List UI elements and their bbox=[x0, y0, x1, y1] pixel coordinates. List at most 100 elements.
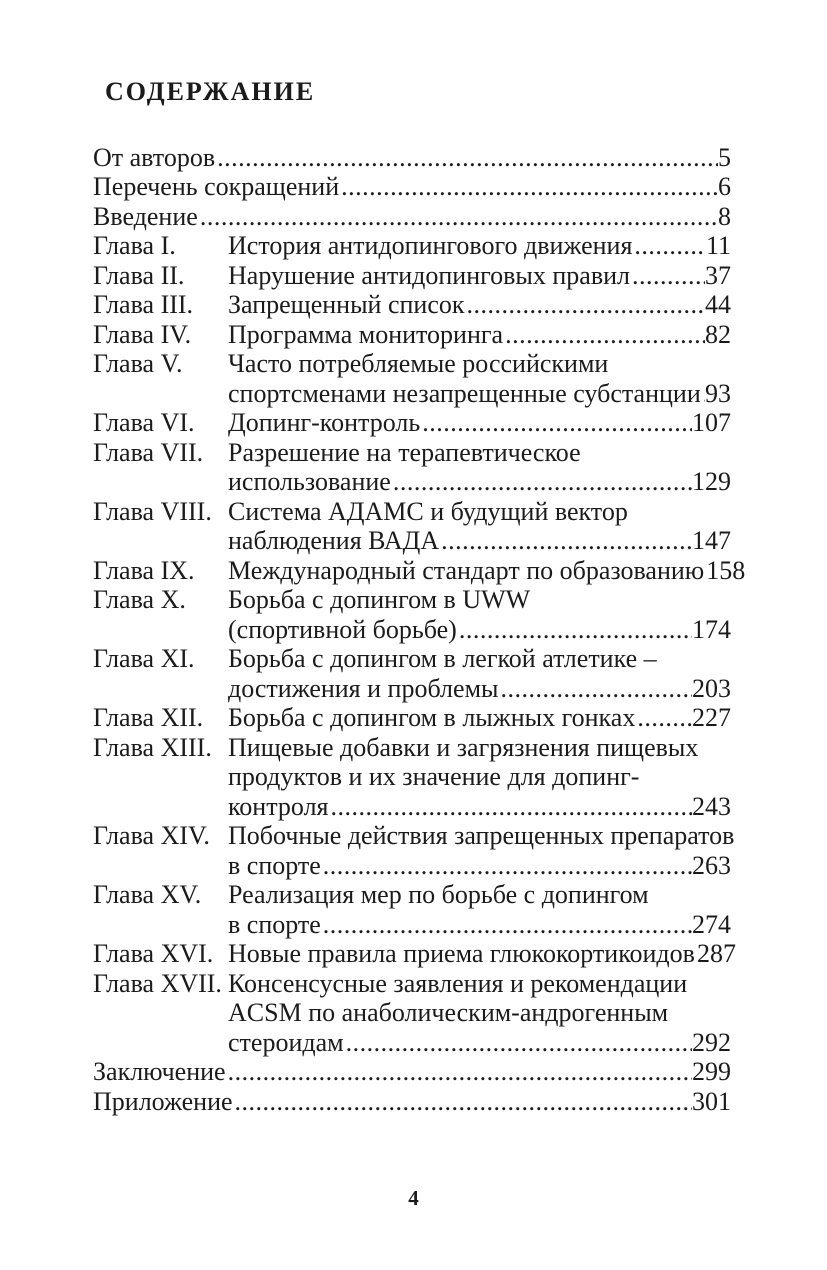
entry-body: Заключение 299 bbox=[93, 1057, 731, 1087]
toc-entry: Глава V. Часто потребляемые российскими с… bbox=[93, 349, 731, 408]
dot-leader bbox=[439, 526, 692, 556]
toc-entry: Перечень сокращений 6 bbox=[93, 172, 731, 202]
entry-title-text: Нарушение антидопинговых правил bbox=[228, 260, 630, 290]
entry-page-number: 227 bbox=[692, 703, 731, 733]
entry-body: От авторов 5 bbox=[93, 143, 731, 173]
entry-title-text: От авторов bbox=[93, 142, 216, 172]
entry-page-number: 292 bbox=[692, 1027, 731, 1057]
entry-line: продуктов и их значение для допинг- bbox=[228, 762, 640, 792]
chapter-label: Глава VIII. bbox=[93, 496, 212, 526]
entry-page-number: 129 bbox=[692, 467, 731, 497]
entry-line: От авторов 5 bbox=[93, 143, 731, 173]
entry-title-text: контроля bbox=[228, 791, 329, 821]
entry-page-number: 147 bbox=[692, 526, 731, 556]
entry-title-text: Приложение bbox=[93, 1086, 233, 1116]
dot-leader bbox=[635, 703, 692, 733]
entry-title-text: История антидопингового движения bbox=[228, 231, 633, 261]
entry-body: Система АДАМС и будущий вектор наблюдения… bbox=[228, 497, 731, 556]
entry-page-number: 243 bbox=[692, 791, 731, 821]
chapter-label: Глава IV. bbox=[93, 319, 192, 349]
entry-page-number: 11 bbox=[705, 231, 731, 261]
entry-body: Допинг-контроль 107 bbox=[228, 408, 731, 438]
chapter-label: Глава XIV. bbox=[93, 821, 210, 851]
entry-body: Запрещенный список 44 bbox=[228, 290, 731, 320]
entry-title-text: Программа мониторинга bbox=[228, 319, 504, 349]
dot-leader bbox=[630, 261, 705, 291]
entry-line: стероидам 292 bbox=[228, 1028, 731, 1058]
dot-leader bbox=[233, 1087, 692, 1117]
page-title: СОДЕРЖАНИЕ bbox=[105, 77, 316, 106]
page-number: 4 bbox=[408, 1186, 419, 1210]
toc-entry: Глава XVII. Консенсусные заявления и рек… bbox=[93, 969, 731, 1058]
dot-leader bbox=[198, 202, 718, 232]
entry-body: Нарушение антидопинговых правил 37 bbox=[228, 261, 731, 291]
entry-page-number: 287 bbox=[696, 939, 736, 969]
toc-entry: Введение 8 bbox=[93, 202, 731, 232]
entry-body: Международный стандарт по образованию158 bbox=[228, 556, 745, 586]
entry-line: Международный стандарт по образованию158 bbox=[228, 556, 745, 586]
entry-body: История антидопингового движения 11 bbox=[228, 231, 731, 261]
entry-line: Реализация мер по борьбе с допингом bbox=[228, 880, 649, 910]
chapter-label: Глава XV. bbox=[93, 880, 202, 910]
entry-line: Система АДАМС и будущий вектор bbox=[228, 496, 628, 526]
dot-leader bbox=[503, 320, 705, 350]
toc-entry: Заключение 299 bbox=[93, 1057, 731, 1087]
dot-leader bbox=[329, 792, 693, 822]
toc-entry: Глава IV. Программа мониторинга 82 bbox=[93, 320, 731, 350]
entry-line: Новые правила приема глюкокортикоидов 28… bbox=[228, 939, 736, 969]
entry-page-number: 93 bbox=[705, 378, 731, 408]
entry-title-text: Заключение bbox=[93, 1057, 226, 1087]
chapter-label: Глава III. bbox=[93, 290, 194, 320]
entry-title-text: (спортивной борьбе) bbox=[228, 614, 457, 644]
entry-line: (спортивной борьбе) 174 bbox=[228, 615, 731, 645]
toc-entry: Глава IX. Международный стандарт по обра… bbox=[93, 556, 745, 586]
entry-title-text: Введение bbox=[93, 201, 198, 231]
dot-leader bbox=[226, 1057, 692, 1087]
toc-entry: Глава XVI. Новые правила приема глюкокор… bbox=[93, 939, 736, 969]
entry-line: Борьба с допингом в легкой атлетике – bbox=[228, 644, 657, 674]
entry-body: Консенсусные заявления и рекомендации ACS… bbox=[228, 969, 731, 1058]
toc-entry: Глава XII. Борьба с допингом в лыжных го… bbox=[93, 703, 731, 733]
toc-entry: Глава VII. Разрешение на терапевтическое… bbox=[93, 438, 731, 497]
entry-page-number: 174 bbox=[692, 614, 731, 644]
entry-line: спортсменами незапрещенные субстанции 93 bbox=[228, 379, 731, 409]
entry-line: в спорте 274 bbox=[228, 910, 731, 940]
dot-leader bbox=[321, 910, 692, 940]
dot-leader bbox=[465, 290, 706, 320]
entry-body: Пищевые добавки и загрязнения пищевых про… bbox=[228, 733, 731, 822]
entry-line: в спорте 263 bbox=[228, 851, 731, 881]
entry-title-text: в спорте bbox=[228, 850, 321, 880]
entry-page-number: 274 bbox=[692, 909, 731, 939]
chapter-label: Глава VI. bbox=[93, 408, 195, 438]
entry-line: История антидопингового движения 11 bbox=[228, 231, 731, 261]
entry-line: ACSM по анаболическим-андрогенным bbox=[228, 998, 669, 1028]
entry-title-text: Допинг-контроль bbox=[228, 408, 421, 438]
entry-body: Борьба с допингом в лыжных гонках 227 bbox=[228, 703, 731, 733]
entry-line: достижения и проблемы 203 bbox=[228, 674, 731, 704]
entry-line: контроля 243 bbox=[228, 792, 731, 822]
entry-body: Введение 8 bbox=[93, 202, 731, 232]
entry-line: использование 129 bbox=[228, 467, 731, 497]
entry-page-number: 158 bbox=[706, 555, 746, 585]
dot-leader bbox=[499, 674, 693, 704]
entry-body: Борьба с допингом в UWW (спортивной борьб… bbox=[228, 585, 731, 644]
entry-line: Допинг-контроль 107 bbox=[228, 408, 731, 438]
entry-title-text: достижения и проблемы bbox=[228, 673, 499, 703]
chapter-label: Глава XII. bbox=[93, 703, 204, 733]
entry-body: Реализация мер по борьбе с допингом в спо… bbox=[228, 880, 731, 939]
toc-entry: Глава VI. Допинг-контроль 107 bbox=[93, 408, 731, 438]
dot-leader bbox=[321, 851, 692, 881]
entry-title-text: стероидам bbox=[228, 1027, 344, 1057]
chapter-label: Глава XVI. bbox=[93, 939, 214, 969]
toc-entry: Глава XV. Реализация мер по борьбе с доп… bbox=[93, 880, 731, 939]
entry-line: Введение 8 bbox=[93, 202, 731, 232]
entry-title-text: Борьба с допингом в лыжных гонках bbox=[228, 703, 636, 733]
toc-entries: От авторов 5 Перечень сокращений 6 Введен… bbox=[93, 143, 745, 1117]
entry-line: Часто потребляемые российскими bbox=[228, 349, 609, 379]
entry-line: Перечень сокращений 6 bbox=[93, 172, 731, 202]
toc-entry: Глава III. Запрещенный список 44 bbox=[93, 290, 731, 320]
entry-page-number: 5 bbox=[718, 142, 731, 172]
entry-title-text: спортсменами незапрещенные субстанции bbox=[228, 378, 701, 408]
entry-title-text: Запрещенный список bbox=[228, 290, 465, 320]
